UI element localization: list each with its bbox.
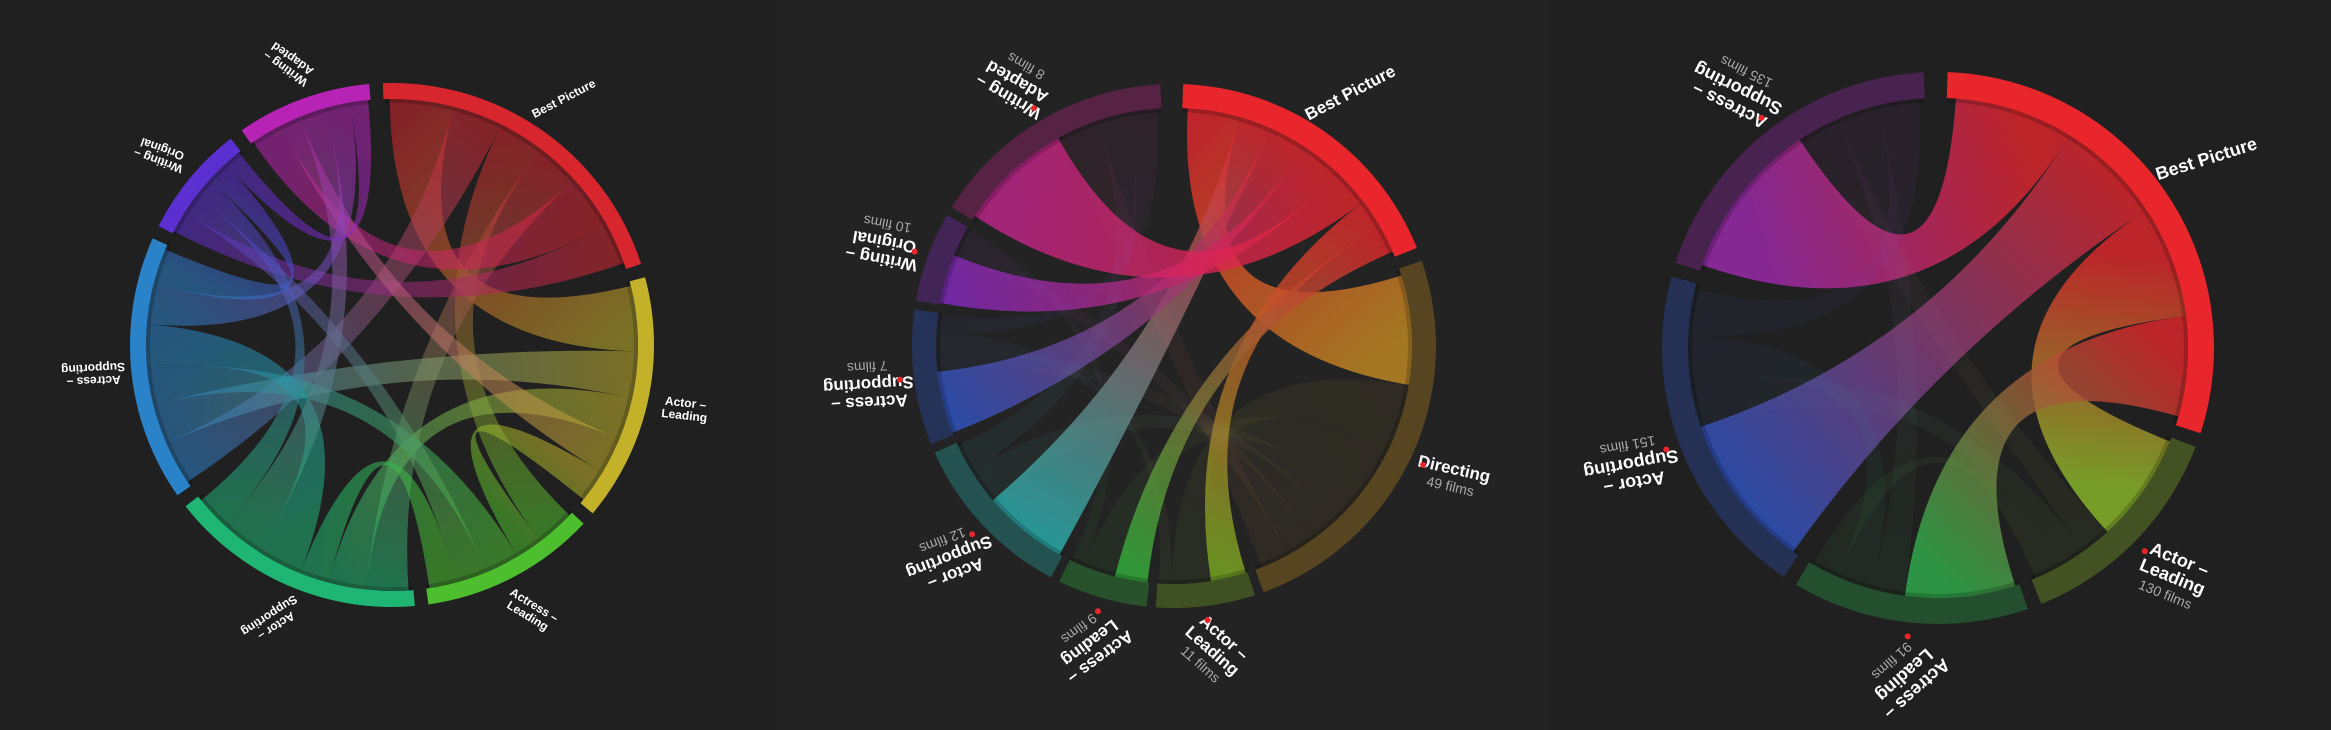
ribbon-acl-asl [470,424,603,557]
label-text-ass-0: Actress – [66,373,121,390]
arc-acl[interactable] [2031,437,2196,604]
label-acl: Actor –Leading [661,394,708,425]
arc-bp[interactable] [382,83,642,269]
ribbon-ass-wo [153,163,294,300]
ribbon-bp-acl [2031,209,2186,532]
arc-ass[interactable] [912,309,954,445]
ribbon-dir-acs [971,414,1356,521]
arc-ass[interactable] [1675,72,1925,271]
ribbon-bp-dir [1187,108,1412,385]
ribbon-acl-acs [328,388,633,590]
ribbon-dir-asl [1083,417,1388,577]
arc-acl[interactable] [580,277,655,514]
arc-wo[interactable] [915,215,968,305]
ribbon-bp-asl [1904,315,2189,599]
ribbon-bp-wa [253,125,607,270]
marker-dot-acs [1663,446,1670,453]
marker-dot-wa [1030,105,1037,112]
arc-shadow-ass [936,312,958,436]
ribbon-acs-ass [146,324,326,574]
ribbon-bp-acs [365,148,575,591]
marker-dot-asl [1904,633,1911,640]
ribbon-acs-wo [196,179,305,526]
ribbon-dir-wo [953,240,1314,555]
arc-shadow-bp [1182,108,1395,259]
panel-background-2 [775,0,1551,730]
ribbon-dir-wa [1058,121,1289,568]
arc-shadow-acs [198,493,414,591]
label-sub-ass: 7 films [847,358,888,376]
arc-shadow-acl [1157,568,1248,584]
marker-dot-acs [969,531,976,538]
segment-ass[interactable]: Actress –Supporting [61,238,194,496]
arc-asl[interactable] [1059,559,1150,607]
marker-dot-asl [1094,608,1101,615]
marker-dot-acl [1204,616,1211,623]
ribbon-acs-wa [957,112,1137,472]
arc-dir[interactable] [1255,260,1436,593]
ribbon-asl-ass [147,366,518,573]
arc-wo[interactable] [158,138,241,234]
ribbon-bp-acl [1204,201,1381,582]
arc-shadow-acs [1687,283,1801,556]
label-ass: Actress –Supporting [61,360,126,390]
label-text-acl-1: Leading [661,406,708,425]
ribbon-acl-asl [1813,457,2058,579]
ribbon-acl-acs [1690,376,2084,568]
ribbon-wo-wa [225,100,372,241]
arc-shadow-ass [1700,98,1926,272]
arc-acs[interactable] [185,496,415,607]
marker-dot-dir [1420,461,1427,468]
arc-wa[interactable] [241,83,371,144]
label-text-ass-0: Actress – [831,391,909,415]
arc-shadow-bp [383,99,626,271]
ribbons [936,108,1412,584]
arc-wa[interactable] [951,84,1162,220]
arc-bp[interactable] [1946,72,2214,434]
arc-ass[interactable] [130,238,191,496]
ribbon-asl-wo [185,195,487,583]
ribbon-asl-acs [299,461,457,589]
ribbon-bp-asl [1114,227,1393,583]
ribbon-ass-wa [146,102,356,326]
arc-shadow-asl [1809,558,2020,599]
ribbon-acl-ass [153,350,638,443]
ribbons [1688,98,2189,599]
arc-shadow-wo [939,227,972,306]
ribbons [146,99,638,591]
marker-dot-acl [2141,548,2148,555]
segment-acl[interactable]: Actor –Leading [577,277,709,514]
arc-acs[interactable] [1662,276,1799,577]
ribbon-bp-ass [166,106,502,482]
arc-asl[interactable] [1795,562,2028,624]
marker-dot-ass [897,376,904,383]
label-text-acl-0: Actor – [664,394,707,412]
marker-dot-wo [911,248,918,255]
ribbon-bp-ass [1702,98,2070,289]
ribbon-bp-asl [454,124,570,542]
arc-acl[interactable] [1155,572,1255,608]
ribbon-acs-ass [1688,98,1921,336]
arc-bp[interactable] [1182,84,1417,257]
ribbon-asl-acs [1688,335,1886,589]
ribbon-bp-acs [1700,135,2147,552]
ribbon-ass-wa [936,108,1159,333]
label-text-ass-1: Supporting [61,360,126,377]
arc-shadow-asl [1069,556,1150,583]
ribbon-dir-ass [936,349,1336,540]
arc-asl[interactable] [426,512,584,605]
arc-acs[interactable] [934,442,1063,578]
arc-shadow-wo [172,151,244,236]
arc-shadow-acl [577,281,638,504]
arc-shadow-wa [250,99,371,147]
ribbon-bp-wa [974,138,1364,278]
marker-dot-ass [1758,114,1765,121]
